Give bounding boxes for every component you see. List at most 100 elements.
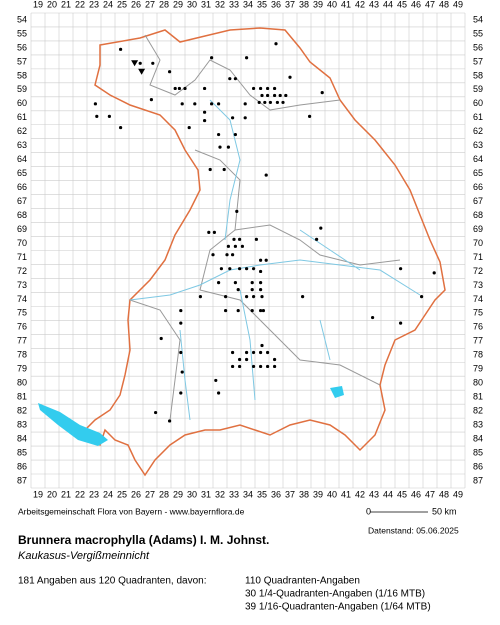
column-label: 39: [313, 0, 323, 9]
row-label: 72: [473, 266, 483, 276]
occurrence-dot: [259, 258, 263, 262]
occurrence-dot: [259, 308, 263, 313]
column-label: 47: [425, 0, 435, 9]
summary: 181 Angaben aus 120 Quadranten, davon:: [18, 576, 207, 587]
occurrence-dot: [119, 125, 123, 130]
column-label: 45: [397, 0, 407, 9]
occurrence-dot: [212, 230, 216, 234]
occurrence-dot: [233, 244, 237, 248]
column-label: 36: [271, 0, 281, 9]
species: Brunnera macrophylla (Adams) I. M. Johns…: [18, 533, 269, 547]
column-label: 43: [369, 0, 379, 9]
occurrence-dot: [259, 288, 263, 292]
scale-end: 50 km: [432, 506, 457, 516]
column-label: 19: [33, 489, 43, 499]
occurrence-dot: [183, 86, 187, 91]
column-label: 40: [327, 489, 337, 499]
occurrence-dot: [420, 295, 424, 299]
occurrence-dot: [151, 61, 155, 65]
credit: Arbeitsgemeinschaft Flora von Bayern - w…: [18, 506, 245, 516]
row-label: 58: [17, 70, 27, 80]
occurrence-dot: [260, 343, 264, 348]
occurrence-dot: [273, 357, 277, 362]
row-label: 79: [473, 364, 483, 374]
row-label: 78: [17, 350, 27, 360]
row-label: 60: [17, 98, 27, 108]
occurrence-dot: [273, 93, 277, 98]
occurrence-dot: [399, 267, 403, 271]
occurrence-dot: [210, 102, 214, 106]
row-label: 69: [17, 224, 27, 234]
lake-chiemsee: [330, 386, 344, 398]
row-label: 87: [473, 475, 483, 485]
row-label: 66: [17, 182, 27, 192]
column-label: 49: [453, 0, 463, 9]
column-label: 36: [271, 489, 281, 499]
occurrence-dot: [228, 267, 232, 271]
row-label: 59: [473, 84, 483, 94]
row-label: 55: [17, 28, 27, 38]
occurrence-dot: [238, 237, 242, 241]
occurrence-dot: [203, 86, 207, 91]
occurrence-dot: [260, 93, 264, 98]
count: 39 1/16-Quadranten-Angaben (1/64 MTB): [245, 602, 431, 613]
row-label: 80: [473, 378, 483, 388]
occurrence-dot: [273, 364, 277, 369]
scale-start: 0: [366, 506, 371, 516]
row-label: 86: [17, 461, 27, 471]
occurrence-dot: [107, 114, 111, 118]
district-borders: [129, 34, 401, 421]
occurrence-dot: [226, 145, 230, 149]
row-label: 77: [473, 336, 483, 346]
column-label: 42: [355, 489, 365, 499]
occurrence-dot: [250, 288, 254, 292]
occurrence-dot: [288, 75, 292, 79]
occurrence-dot: [259, 281, 263, 285]
occurrence-dot: [236, 308, 240, 313]
occurrence-dot: [259, 269, 263, 274]
row-label: 56: [17, 42, 27, 52]
occurrence-dot: [180, 370, 184, 374]
column-label: 24: [103, 0, 113, 9]
occurrence-dot: [275, 100, 279, 105]
occurrence-dot: [211, 253, 215, 257]
column-label: 35: [257, 489, 267, 499]
row-label: 66: [473, 182, 483, 192]
column-label: 31: [201, 489, 211, 499]
column-label: 44: [383, 489, 393, 499]
occurrence-dot: [245, 295, 249, 299]
column-label: 42: [355, 0, 365, 9]
occurrence-dot: [222, 167, 226, 172]
occurrence-dot: [224, 295, 228, 299]
occurrence-dot: [210, 56, 214, 60]
occurrence-dot: [245, 350, 249, 355]
row-label: 82: [473, 406, 483, 416]
row-label: 75: [473, 308, 483, 318]
occurrence-dot: [198, 295, 202, 299]
occurrence-triangle: [138, 68, 146, 75]
count: 110 Quadranten-Angaben: [245, 576, 360, 587]
row-label: 59: [17, 84, 27, 94]
occurrence-dot: [217, 102, 221, 106]
occurrences: [93, 42, 436, 423]
column-label: 40: [327, 0, 337, 9]
grid: [30, 12, 466, 489]
row-label: 71: [17, 252, 27, 262]
row-label: 83: [17, 420, 27, 430]
column-label: 37: [285, 489, 295, 499]
occurrence-dot: [315, 237, 319, 241]
occurrence-dot: [264, 173, 268, 177]
column-label: 21: [61, 0, 71, 9]
occurrence-dot: [228, 77, 232, 81]
row-label: 70: [473, 238, 483, 248]
occurrence-dot: [238, 357, 242, 362]
occurrence-dot: [224, 308, 228, 313]
row-label: 54: [17, 14, 27, 24]
column-label: 41: [341, 489, 351, 499]
column-label: 27: [145, 489, 155, 499]
occurrence-dot: [399, 321, 403, 325]
occurrence-dot: [320, 91, 324, 95]
column-label: 26: [131, 0, 141, 9]
row-label: 65: [17, 168, 27, 178]
